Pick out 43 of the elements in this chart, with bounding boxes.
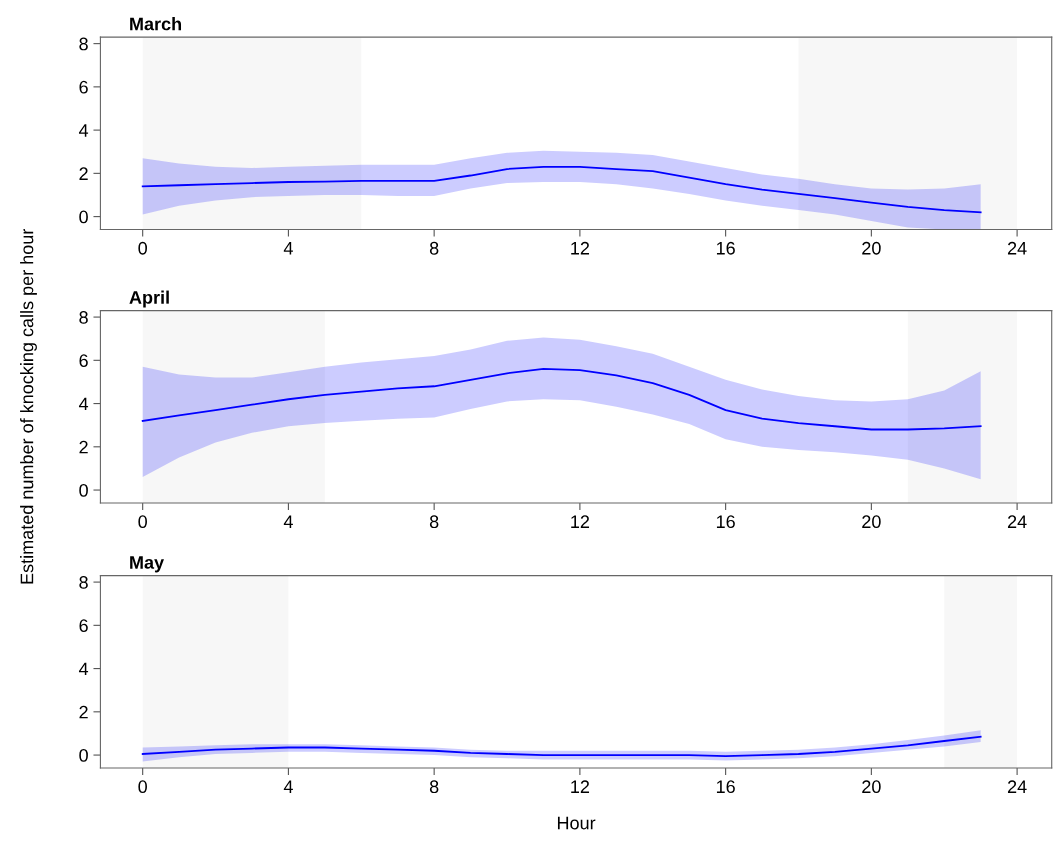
chart-title: March — [130, 17, 182, 31]
chart-title: May — [130, 556, 164, 573]
y-tick-label: 6 — [79, 619, 88, 633]
x-tick-label: 4 — [283, 780, 293, 793]
x-tick-label: 16 — [716, 515, 735, 529]
x-tick-label: 24 — [1007, 780, 1027, 793]
y-axis-title: Estimated number of knocking calls per hour — [20, 228, 37, 584]
y-tick-label: 0 — [79, 210, 88, 224]
y-tick-label: 4 — [78, 662, 89, 676]
y-tick-label: 6 — [79, 80, 88, 94]
y-tick-label: 4 — [78, 124, 89, 137]
y-tick-label: 2 — [79, 440, 88, 454]
x-tick-label: 8 — [429, 241, 439, 255]
x-tick-label: 0 — [138, 241, 147, 255]
x-tick-label: 16 — [716, 780, 735, 794]
x-tick-label: 24 — [1007, 515, 1027, 528]
y-tick-label: 2 — [79, 167, 88, 180]
y-tick-label: 6 — [79, 354, 88, 368]
x-tick-label: 8 — [429, 515, 439, 529]
x-tick-label: 20 — [862, 780, 881, 794]
line-series — [141, 368, 982, 431]
x-tick-label: 0 — [138, 780, 147, 794]
x-tick-label: 4 — [283, 515, 293, 528]
x-tick-label: 12 — [571, 515, 590, 528]
x-tick-label: 20 — [862, 515, 881, 529]
x-tick-label: 20 — [862, 241, 881, 255]
x-tick-label: 24 — [1007, 241, 1027, 255]
x-tick-label: 0 — [138, 515, 147, 529]
x-tick-label: 12 — [571, 241, 590, 255]
x-tick-label: 4 — [283, 242, 293, 255]
x-tick-label: 16 — [716, 241, 735, 255]
y-tick-label: 0 — [79, 749, 88, 762]
chart-title: April — [129, 290, 169, 308]
x-axis-title: Hour — [557, 816, 596, 830]
y-tick-label: 2 — [79, 705, 88, 719]
y-tick-label: 4 — [78, 397, 89, 411]
y-tick-label: 8 — [79, 576, 88, 589]
y-tick-label: 0 — [79, 483, 88, 497]
x-tick-label: 8 — [429, 780, 439, 794]
x-tick-label: 12 — [571, 780, 590, 793]
line-series — [141, 165, 982, 214]
y-tick-label: 8 — [79, 37, 88, 51]
y-tick-label: 8 — [79, 311, 88, 324]
